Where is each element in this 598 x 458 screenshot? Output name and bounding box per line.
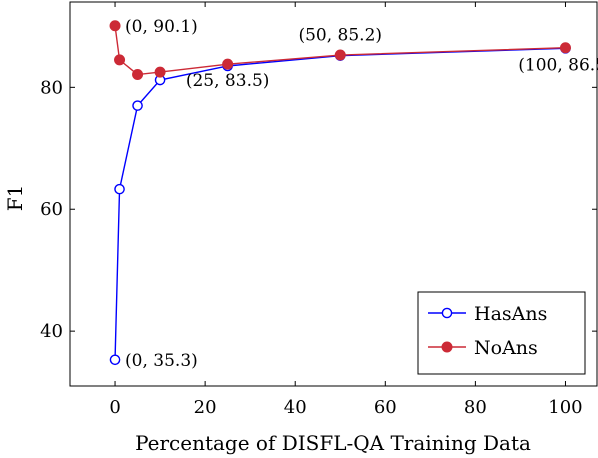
series-noans-point <box>222 58 234 70</box>
y-axis-title: F1 <box>3 185 27 212</box>
series-noans-point <box>154 66 166 78</box>
series-hasans-point <box>114 183 125 195</box>
ticks: 0 20 40 60 80 100 40 60 80 <box>40 2 597 418</box>
series-hasans-point <box>109 354 121 366</box>
legend-noans-marker <box>441 341 453 353</box>
plot-frame <box>69 1 598 387</box>
y-tick-label: 80 <box>40 77 63 98</box>
series-hasans-point <box>132 100 143 111</box>
annotations: (0, 90.1) (50, 85.2) (25, 83.5) (100, 86.5)… <box>125 17 598 371</box>
x-tick-label: 20 <box>194 397 217 418</box>
x-tick-label: 0 <box>109 397 120 418</box>
legend-noans-label: NoAns <box>474 337 538 359</box>
point-annotation: (0, 90.1) <box>125 17 198 37</box>
point-annotation: (50, 85.2) <box>298 26 382 46</box>
series-noans-point <box>334 49 346 61</box>
legend-hasans-label: HasAns <box>474 303 547 325</box>
series-noans-point <box>559 42 571 54</box>
series-layer <box>109 20 571 366</box>
y-tick-label: 40 <box>40 321 63 342</box>
y-tick-label: 60 <box>40 199 63 220</box>
x-tick-label: 40 <box>284 397 307 418</box>
point-annotation: (0, 35.3) <box>125 351 198 371</box>
series-noans-point <box>114 54 126 66</box>
legend-hasans-marker <box>441 307 453 319</box>
x-tick-label: 60 <box>374 397 397 418</box>
series-noans-point <box>109 20 121 32</box>
x-tick-label: 100 <box>548 397 582 418</box>
legend: HasAns NoAns <box>417 291 586 375</box>
x-axis-title: Percentage of DISFL-QA Training Data <box>135 431 531 455</box>
series-noans-point <box>132 69 144 81</box>
point-annotation: (100, 86.5) <box>518 56 598 76</box>
legend-box <box>417 291 586 375</box>
point-annotation: (25, 83.5) <box>186 71 270 91</box>
x-tick-label: 80 <box>464 397 487 418</box>
